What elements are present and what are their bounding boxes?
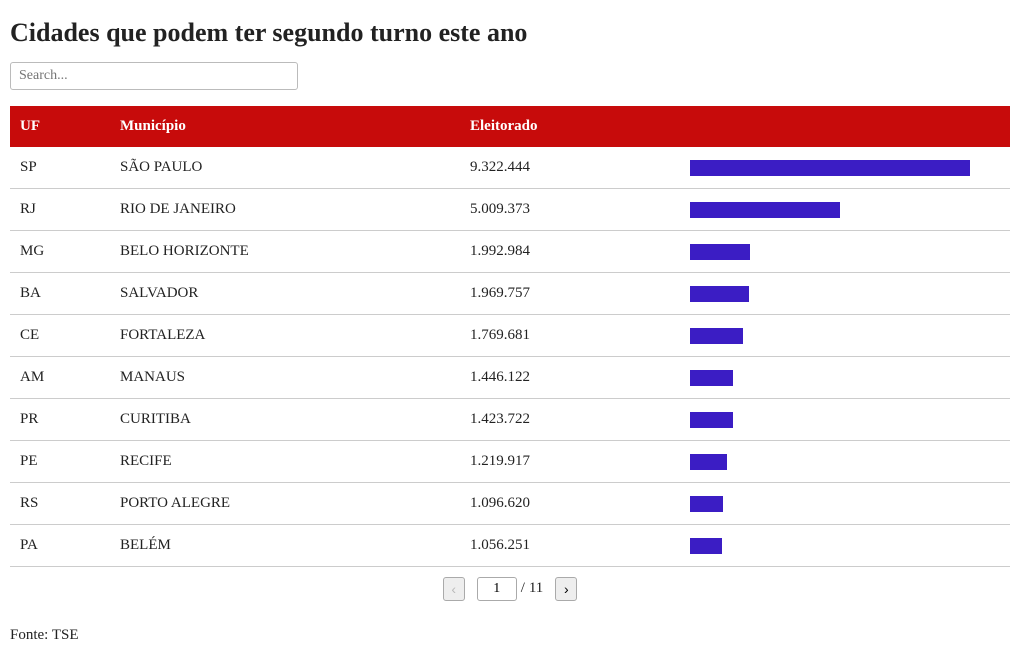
eleitorado-bar <box>690 286 749 302</box>
eleitorado-bar <box>690 160 970 176</box>
cell-uf: BA <box>10 273 110 315</box>
cell-eleitorado: 5.009.373 <box>460 189 680 231</box>
table-body: SPSÃO PAULO9.322.444RJRIO DE JANEIRO5.00… <box>10 147 1010 567</box>
cell-uf: PE <box>10 441 110 483</box>
source-note: Fonte: TSE <box>10 627 1010 644</box>
cell-eleitorado: 1.992.984 <box>460 231 680 273</box>
cell-eleitorado: 9.322.444 <box>460 147 680 189</box>
cell-eleitorado: 1.096.620 <box>460 483 680 525</box>
cell-uf: MG <box>10 231 110 273</box>
cell-municipio: MANAUS <box>110 357 460 399</box>
cell-uf: RJ <box>10 189 110 231</box>
col-header-municipio[interactable]: Município <box>110 106 460 147</box>
cell-eleitorado: 1.969.757 <box>460 273 680 315</box>
pagination: ‹ / 11 › <box>10 577 1010 601</box>
table-row: CEFORTALEZA1.769.681 <box>10 315 1010 357</box>
cell-municipio: RIO DE JANEIRO <box>110 189 460 231</box>
table-row: PERECIFE1.219.917 <box>10 441 1010 483</box>
table-row: BASALVADOR1.969.757 <box>10 273 1010 315</box>
cell-municipio: BELO HORIZONTE <box>110 231 460 273</box>
cell-uf: CE <box>10 315 110 357</box>
cell-municipio: FORTALEZA <box>110 315 460 357</box>
cell-uf: AM <box>10 357 110 399</box>
table-row: PRCURITIBA1.423.722 <box>10 399 1010 441</box>
cell-eleitorado: 1.219.917 <box>460 441 680 483</box>
cell-municipio: BELÉM <box>110 525 460 567</box>
cell-eleitorado: 1.769.681 <box>460 315 680 357</box>
cell-bar <box>680 231 1010 273</box>
cell-uf: PA <box>10 525 110 567</box>
cell-bar <box>680 357 1010 399</box>
cell-bar <box>680 525 1010 567</box>
cell-municipio: SÃO PAULO <box>110 147 460 189</box>
table-row: RJRIO DE JANEIRO5.009.373 <box>10 189 1010 231</box>
page-title: Cidades que podem ter segundo turno este… <box>10 18 1010 48</box>
cell-bar <box>680 315 1010 357</box>
eleitorado-bar <box>690 328 743 344</box>
table-header: UF Município Eleitorado <box>10 106 1010 147</box>
search-input[interactable] <box>10 62 298 90</box>
cell-bar <box>680 399 1010 441</box>
next-page-button[interactable]: › <box>555 577 577 601</box>
eleitorado-bar <box>690 538 722 554</box>
page-input[interactable] <box>477 577 517 601</box>
eleitorado-bar <box>690 202 840 218</box>
eleitorado-bar <box>690 454 727 470</box>
page-indicator: / 11 <box>477 577 544 601</box>
cell-bar <box>680 189 1010 231</box>
eleitorado-bar <box>690 370 733 386</box>
cell-municipio: SALVADOR <box>110 273 460 315</box>
table-row: PABELÉM1.056.251 <box>10 525 1010 567</box>
prev-page-button[interactable]: ‹ <box>443 577 465 601</box>
cell-municipio: CURITIBA <box>110 399 460 441</box>
table-row: AMMANAUS1.446.122 <box>10 357 1010 399</box>
table-row: MGBELO HORIZONTE1.992.984 <box>10 231 1010 273</box>
cities-table: UF Município Eleitorado SPSÃO PAULO9.322… <box>10 106 1010 567</box>
cell-eleitorado: 1.423.722 <box>460 399 680 441</box>
eleitorado-bar <box>690 244 750 260</box>
cell-bar <box>680 483 1010 525</box>
cell-bar <box>680 441 1010 483</box>
eleitorado-bar <box>690 496 723 512</box>
page-separator: / <box>521 580 525 596</box>
cell-uf: SP <box>10 147 110 189</box>
cell-eleitorado: 1.446.122 <box>460 357 680 399</box>
cell-uf: PR <box>10 399 110 441</box>
col-header-uf[interactable]: UF <box>10 106 110 147</box>
cell-municipio: RECIFE <box>110 441 460 483</box>
cell-uf: RS <box>10 483 110 525</box>
cell-bar <box>680 147 1010 189</box>
table-row: RSPORTO ALEGRE1.096.620 <box>10 483 1010 525</box>
cell-municipio: PORTO ALEGRE <box>110 483 460 525</box>
cell-eleitorado: 1.056.251 <box>460 525 680 567</box>
col-header-bar <box>680 106 1010 147</box>
cell-bar <box>680 273 1010 315</box>
eleitorado-bar <box>690 412 733 428</box>
table-row: SPSÃO PAULO9.322.444 <box>10 147 1010 189</box>
col-header-eleitorado[interactable]: Eleitorado <box>460 106 680 147</box>
page-total: 11 <box>529 580 543 596</box>
